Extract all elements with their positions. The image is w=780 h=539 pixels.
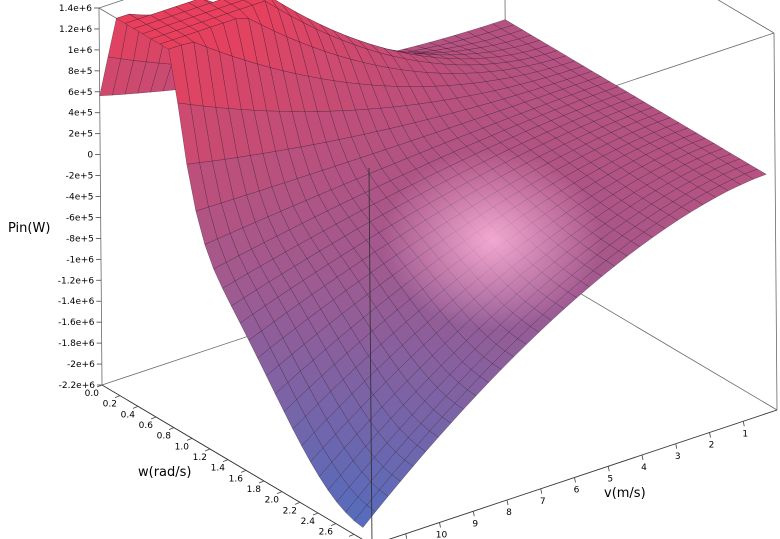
- w-tick-mark: [132, 405, 139, 409]
- z-tick-label: 1.4e+6: [59, 4, 92, 14]
- v-tick-label: 3: [675, 452, 681, 462]
- w-tick-mark: [276, 491, 283, 495]
- z-tick-label: -1.8e+6: [58, 339, 95, 349]
- v-tick-label: 1: [742, 429, 748, 439]
- v-tick-label: 6: [574, 486, 580, 496]
- z-tick-label: 8e+5: [68, 67, 93, 77]
- w-tick-mark: [330, 523, 337, 527]
- z-tick-label: -4e+5: [66, 193, 94, 203]
- box-edge: [98, 0, 125, 9]
- w-tick-label: 1.0: [175, 442, 190, 452]
- z-tick-label: -2e+5: [66, 172, 94, 182]
- w-tick-mark: [114, 395, 121, 399]
- z-tick-label: 6e+5: [68, 88, 93, 98]
- z-tick-label: -1e+6: [66, 255, 94, 265]
- v-axis-label: v(m/s): [604, 486, 646, 501]
- w-tick-label: 0.2: [103, 400, 117, 410]
- v-tick-label: 9: [472, 519, 478, 529]
- w-tick-mark: [294, 501, 301, 505]
- w-tick-label: 2.0: [265, 496, 280, 506]
- w-tick-label: 2.6: [319, 528, 334, 538]
- w-tick-label: 0.0: [85, 389, 100, 399]
- w-axis: 0.00.2 0.40.60.81.01.2 1.41.61.82.02.2 2.42…: [85, 384, 355, 539]
- w-tick-label: 1.4: [211, 464, 226, 474]
- v-tick-mark: [405, 533, 408, 539]
- w-tick-label: 1.2: [193, 453, 207, 463]
- w-tick-label: 2.4: [301, 517, 316, 527]
- v-tick-label: 5: [607, 474, 613, 484]
- v-tick-mark: [709, 432, 711, 438]
- box-edge: [773, 32, 778, 411]
- w-tick-label: 0.8: [157, 432, 172, 442]
- w-tick-mark: [222, 459, 229, 463]
- v-tick-label: 4: [641, 463, 647, 473]
- z-tick-label: 1e+6: [68, 46, 93, 56]
- w-axis-label: w(rad/s): [138, 465, 192, 480]
- v-tick-mark: [641, 454, 644, 461]
- w-tick-mark: [96, 384, 103, 388]
- w-tick-mark: [348, 533, 355, 537]
- w-tick-mark: [240, 469, 247, 473]
- w-tick-mark: [258, 480, 265, 484]
- v-tick-label: 7: [540, 497, 546, 507]
- v-tick-label: 10: [436, 531, 448, 539]
- v-tick-label: 2: [709, 441, 715, 451]
- surface-highlight: [99, 18, 767, 528]
- z-axis-label: Pin(W): [8, 221, 50, 236]
- z-tick-label: -6e+5: [66, 213, 94, 223]
- w-tick-mark: [204, 448, 211, 452]
- v-tick-label: 8: [506, 508, 512, 518]
- z-axis: 1.4e+6 1.2e+6 1e+6 8e+5 6e+5 4e+5 2e+5 0 -2e+5 -4…: [58, 4, 102, 391]
- v-tick-mark: [472, 511, 475, 517]
- w-tick-mark: [312, 512, 319, 516]
- w-tick-mark: [150, 416, 157, 420]
- v-tick-mark: [439, 522, 441, 528]
- w-tick-label: 2.2: [283, 506, 297, 516]
- w-tick-mark: [186, 437, 193, 441]
- w-tick-label: 1.8: [247, 485, 262, 495]
- w-tick-label: 1.6: [229, 474, 244, 484]
- v-axis: 121110987654321: [405, 421, 748, 539]
- z-tick-label: 4e+5: [68, 109, 93, 119]
- v-tick-mark: [742, 421, 745, 427]
- z-tick-label: -8e+5: [66, 234, 94, 244]
- z-tick-label: 0: [87, 151, 93, 161]
- box-edge: [368, 167, 373, 539]
- z-tick-label: -1.4e+6: [58, 297, 95, 307]
- v-tick-mark: [675, 443, 678, 449]
- box-edge: [101, 384, 363, 539]
- z-tick-label: 2e+5: [68, 130, 93, 140]
- v-tick-mark: [540, 488, 543, 494]
- w-tick-mark: [168, 427, 175, 431]
- z-tick-label: -1.2e+6: [58, 276, 95, 286]
- w-tick-label: 0.4: [121, 410, 136, 420]
- w-tick-label: 0.6: [139, 421, 154, 431]
- v-tick-mark: [607, 466, 610, 472]
- z-tick-label: -2e+6: [67, 360, 95, 370]
- box-edge: [717, 0, 775, 34]
- v-tick-mark: [506, 499, 509, 506]
- v-tick-mark: [574, 477, 576, 483]
- z-tick-label: -2.2e+6: [59, 381, 96, 391]
- z-tick-label: 1.2e+6: [59, 25, 92, 35]
- z-tick-label: -1.6e+6: [58, 318, 95, 328]
